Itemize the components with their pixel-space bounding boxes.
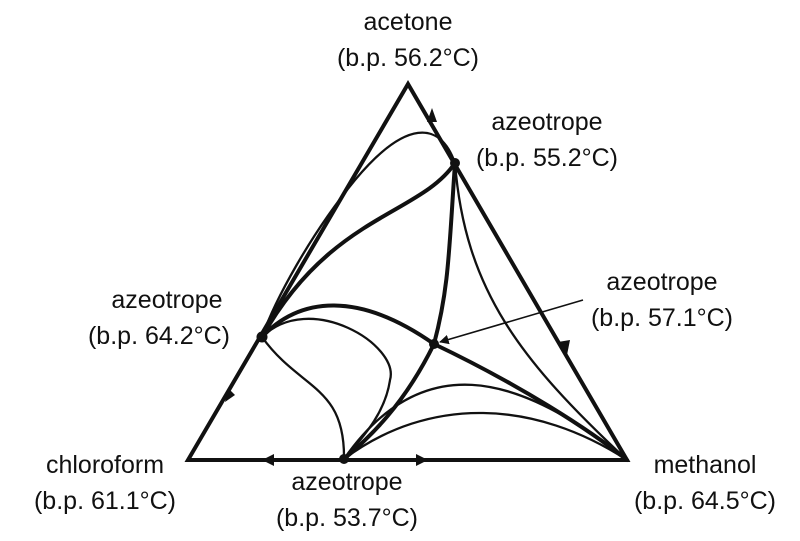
label-azeo-ternary: azeotrope [606,268,717,296]
ternary-leader-line [439,299,584,345]
label-acetone-bp: (b.p. 56.2°C) [337,44,479,72]
label-azeo-ac: azeotrope [111,286,222,314]
arrow-bottom-left [262,454,274,466]
triangle-outline [184,80,631,462]
dot-ternary-azeotrope [429,339,439,349]
boundary-ternary-to-bottom [342,342,436,461]
arrow-right-edge-upper [427,108,437,122]
label-azeo-ac-bp: (b.p. 64.2°C) [88,322,230,350]
label-azeo-cm-bp: (b.p. 53.7°C) [276,504,418,532]
label-chloroform: chloroform [46,451,164,479]
label-methanol: methanol [654,451,757,479]
edge-arrows [225,108,570,466]
label-methanol-bp: (b.p. 64.5°C) [634,487,776,515]
label-chloroform-bp: (b.p. 61.1°C) [34,487,176,515]
dot-acetone-chloroform-azeotrope [256,331,268,343]
label-azeo-am: azeotrope [491,108,602,136]
label-azeo-ternary-bp: (b.p. 57.1°C) [591,304,733,332]
residue-curve-lower-right [342,411,629,462]
residue-curve-left-inner [260,317,392,461]
arrow-right-edge-lower [558,340,570,355]
labels: acetone (b.p. 56.2°C) azeotrope (b.p. 55… [34,8,776,532]
azeotrope-points [256,158,460,464]
label-azeo-am-bp: (b.p. 55.2°C) [476,144,618,172]
residue-curves [260,131,629,462]
boundary-upper-to-left [260,161,457,339]
boundary-left-to-ternary [258,303,436,346]
label-azeo-cm: azeotrope [291,468,402,496]
residue-curve-inner-right [342,383,629,462]
label-acetone: acetone [364,8,453,36]
arrow-bottom-right [416,454,428,466]
boundary-upper-to-ternary [432,161,457,346]
residue-curve-left-outer [260,335,346,461]
dot-chloroform-methanol-azeotrope [339,454,349,464]
residue-curve-upper-right [453,161,629,462]
residue-curve-top-left [260,131,457,339]
arrow-left-edge-lower [225,388,235,402]
dot-acetone-methanol-azeotrope [450,158,460,168]
